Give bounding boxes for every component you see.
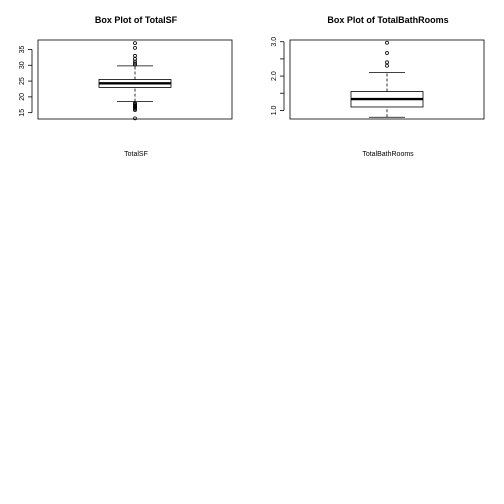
- y-tick-label: 20: [19, 93, 26, 101]
- outlier-point: [133, 101, 137, 106]
- outlier-group: [133, 41, 137, 121]
- box-group: [350, 72, 424, 118]
- y-tick-label: 35: [19, 45, 26, 53]
- outlier-point: [385, 63, 389, 68]
- chart-title: Box Plot of TotalSF: [95, 15, 178, 25]
- y-tick-label: 30: [19, 61, 26, 69]
- outlier-point: [385, 60, 389, 65]
- outlier-point: [385, 51, 389, 55]
- plot-frame: [37, 39, 233, 120]
- outlier-point: [133, 41, 137, 46]
- y-axis: 15 20 25 30 35: [19, 45, 33, 117]
- x-axis-label: TotalSF: [124, 151, 148, 158]
- y-tick-label: 2.0: [271, 71, 278, 81]
- plot-frame: [289, 39, 485, 120]
- chart-title: Box Plot of TotalBathRooms: [327, 15, 448, 25]
- outlier-point: [133, 116, 137, 121]
- boxplot-panel-totalsf: Box Plot of TotalSF 15 20 25 30 35 TotalSF: [19, 15, 233, 158]
- boxplot-panel-totalbathrooms: Box Plot of TotalBathRooms 1.0 2.0 3.0 Tot…: [271, 15, 485, 158]
- outlier-point: [133, 59, 137, 64]
- y-axis: 1.0 2.0 3.0: [271, 37, 285, 115]
- y-tick-label: 25: [19, 77, 26, 85]
- outlier-point: [385, 40, 389, 45]
- outlier-point: [133, 53, 137, 58]
- outlier-group: [385, 40, 389, 68]
- y-tick-label: 15: [19, 109, 26, 117]
- outlier-point: [133, 61, 137, 66]
- x-axis-label: TotalBathRooms: [362, 151, 414, 158]
- outlier-point: [133, 46, 137, 50]
- y-tick-label: 1.0: [271, 105, 278, 115]
- y-tick-label: 3.0: [271, 37, 278, 47]
